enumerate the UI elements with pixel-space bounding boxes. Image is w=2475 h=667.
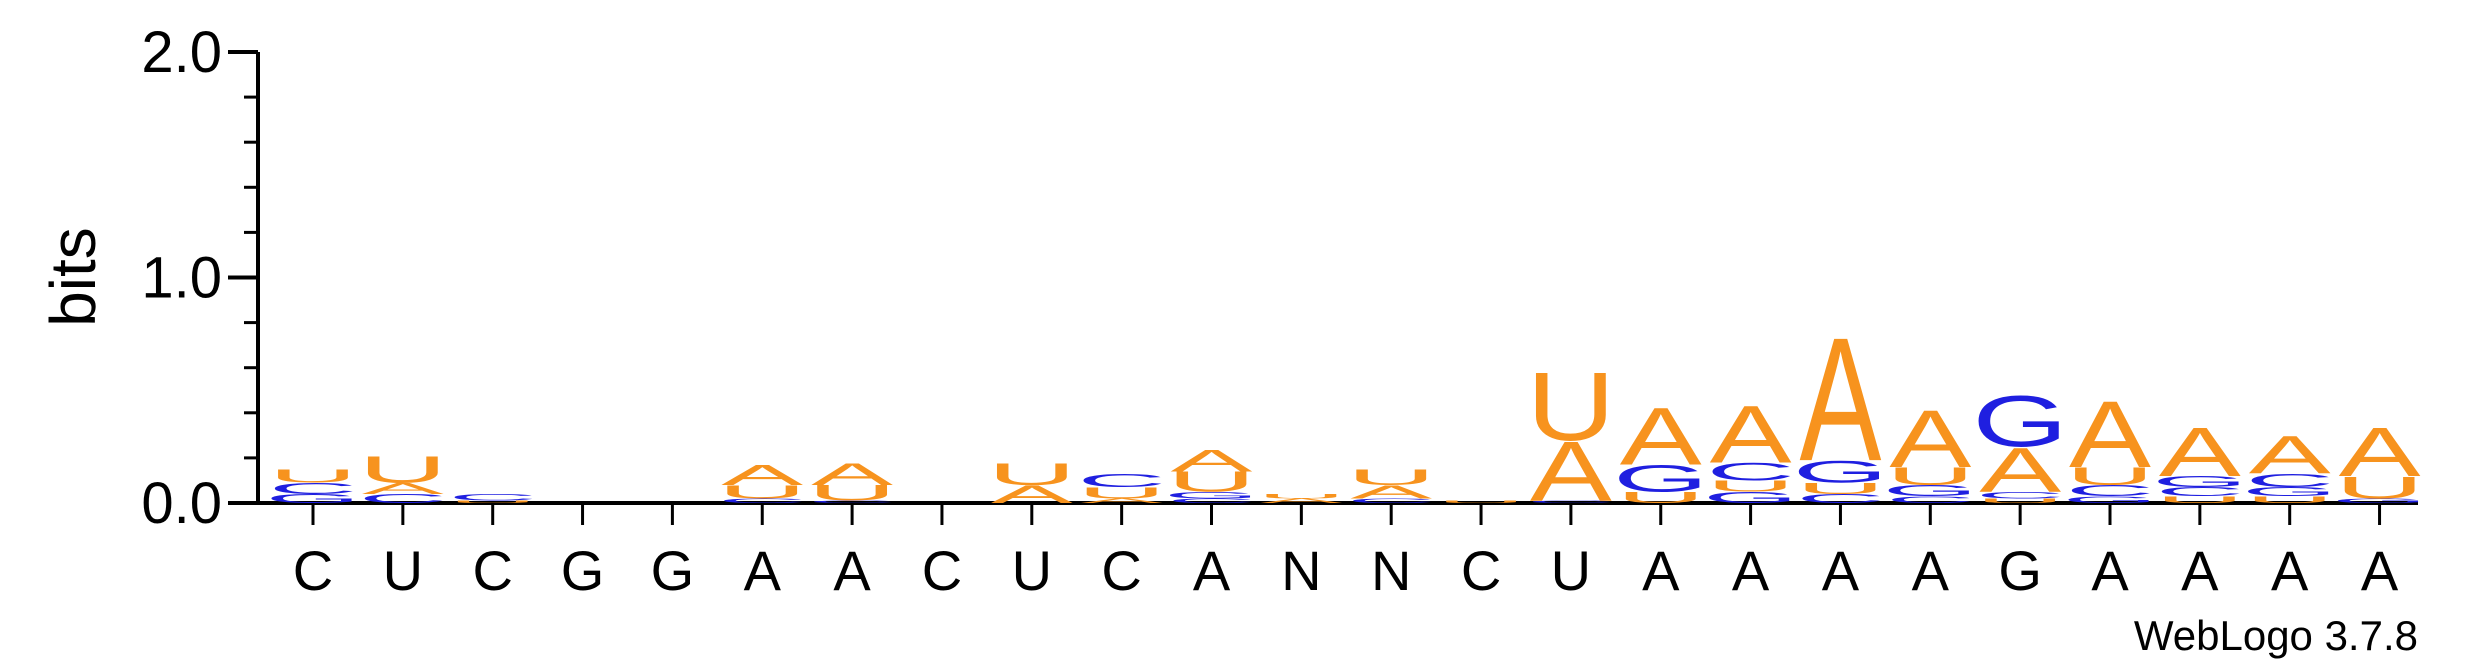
x-tick-label: A bbox=[2091, 539, 2129, 602]
logo-letter-U: U bbox=[1347, 465, 1436, 490]
x-tick-label: A bbox=[833, 539, 871, 602]
x-tick-label: C bbox=[472, 539, 512, 602]
x-tick-label: U bbox=[1551, 539, 1591, 602]
logo-letter-U: U bbox=[1257, 493, 1346, 500]
logo-letter-C: C bbox=[2155, 485, 2244, 499]
logo-letter-U: U bbox=[1527, 352, 1616, 461]
logo-letter-G: G bbox=[2152, 473, 2248, 491]
logo-letter-G: G bbox=[1972, 382, 2068, 462]
logo-letter-U: U bbox=[1976, 497, 2065, 504]
logo-letter-G: G bbox=[1703, 489, 1799, 507]
logo-letter-A: A bbox=[2249, 426, 2332, 486]
x-tick-label: U bbox=[1012, 539, 1052, 602]
logo-letter-A: A bbox=[1620, 391, 1702, 483]
x-tick-label: A bbox=[1193, 539, 1231, 602]
logo-letter-U: U bbox=[808, 481, 897, 506]
x-tick-label: A bbox=[744, 539, 782, 602]
logo-letter-A: A bbox=[1889, 393, 1971, 485]
logo-letter-U: U bbox=[1616, 489, 1705, 507]
logo-letter-C: C bbox=[269, 480, 358, 498]
logo-letter-C: C bbox=[2066, 482, 2155, 500]
logo-letter-A: A bbox=[1710, 389, 1792, 481]
logo-letter-A: A bbox=[1350, 481, 1432, 502]
logo-letter-C: C bbox=[1706, 458, 1795, 486]
logo-letter-U: U bbox=[358, 449, 447, 491]
y-axis-label: bits bbox=[37, 227, 109, 327]
logo-letter-G: G bbox=[1883, 482, 1979, 500]
x-tick-label: A bbox=[1912, 539, 1950, 602]
x-tick-label: G bbox=[651, 539, 695, 602]
x-tick-label: N bbox=[1281, 539, 1321, 602]
logo-letter-G: G bbox=[2332, 497, 2428, 504]
logo-letter-C: C bbox=[1077, 470, 1166, 491]
logo-letter-C: C bbox=[1167, 497, 1256, 504]
weblogo-credit: WebLogo 3.7.8 bbox=[2134, 612, 2418, 659]
x-tick-label: C bbox=[1461, 539, 1501, 602]
logo-letter-A: A bbox=[811, 457, 893, 492]
logo-letter-G: G bbox=[2062, 495, 2158, 506]
logo-letter-A: A bbox=[1799, 301, 1881, 498]
logo-letter-A: A bbox=[1081, 497, 1163, 504]
x-tick-label: A bbox=[1642, 539, 1680, 602]
x-tick-label: C bbox=[1101, 539, 1141, 602]
logo-letter-C: C bbox=[718, 497, 807, 504]
logo-letter-A: A bbox=[1260, 497, 1342, 504]
logo-letter-U: U bbox=[1796, 480, 1885, 498]
logo-letter-C: C bbox=[2245, 470, 2334, 491]
logo-letter-U: U bbox=[2066, 462, 2155, 490]
logo-letter-U: U bbox=[1077, 484, 1166, 502]
logo-letter-C: C bbox=[1527, 500, 1616, 504]
x-tick-label: A bbox=[1732, 539, 1770, 602]
logo-letter-U: U bbox=[269, 466, 358, 487]
logo-letter-C: C bbox=[1886, 495, 1975, 506]
y-tick-label: 2.0 bbox=[141, 20, 222, 85]
logo-letter-A: A bbox=[2069, 382, 2151, 487]
x-tick-label: A bbox=[1822, 539, 1860, 602]
logo-letter-U: U bbox=[2335, 470, 2424, 505]
logo-letter-U: U bbox=[718, 481, 807, 502]
x-tick-label: A bbox=[2181, 539, 2219, 602]
logo-letter-A: A bbox=[1979, 435, 2061, 505]
logo-letter-C: C bbox=[358, 492, 447, 506]
x-tick-label: G bbox=[561, 539, 605, 602]
logo-letter-U: U bbox=[2155, 495, 2244, 506]
y-tick-label: 0.0 bbox=[141, 471, 222, 536]
logo-letter-U: U bbox=[1706, 478, 1795, 496]
logo-letter-C: C bbox=[1976, 490, 2065, 501]
logo-letter-A: A bbox=[362, 480, 445, 498]
logo-letter-U: U bbox=[1167, 466, 1256, 498]
logo-letter-A: A bbox=[2339, 414, 2422, 491]
logo-letter-G: G bbox=[1613, 458, 1709, 500]
logo-letter-A: A bbox=[721, 459, 804, 491]
logo-letter-A: A bbox=[1171, 443, 1253, 478]
logo-letter-U: U bbox=[987, 457, 1076, 492]
x-tick-label: C bbox=[922, 539, 962, 602]
x-tick-label: C bbox=[293, 539, 333, 602]
logo-letter-C: C bbox=[808, 500, 897, 504]
logo-letter-U: U bbox=[1886, 462, 1975, 490]
logo-letter-C: C bbox=[1796, 492, 1885, 506]
x-tick-label: A bbox=[2361, 539, 2399, 602]
logo-letter-C: C bbox=[1347, 497, 1436, 504]
logo-letter-G: G bbox=[1793, 455, 1889, 490]
logo-letter-G: G bbox=[1164, 490, 1260, 501]
logo-letter-A: A bbox=[2159, 414, 2242, 491]
logo-letter-G: G bbox=[2242, 485, 2338, 499]
x-tick-label: N bbox=[1371, 539, 1411, 602]
y-ticks: 0.0 1.0 2.0 bbox=[141, 20, 258, 536]
logo-letter-A: A bbox=[991, 480, 1073, 508]
logo-letter-G: G bbox=[265, 492, 361, 506]
logo-letter-U: U bbox=[2245, 495, 2334, 506]
logo-letter-U: U bbox=[448, 500, 537, 504]
y-tick-label: 1.0 bbox=[141, 246, 222, 311]
logo-letter-C: C bbox=[448, 492, 537, 503]
x-tick-label: U bbox=[383, 539, 423, 602]
x-tick-label: A bbox=[2271, 539, 2309, 602]
logo-letter-A: A bbox=[1530, 424, 1613, 519]
x-tick-label: G bbox=[1998, 539, 2042, 602]
logo-letter-U: U bbox=[1437, 500, 1526, 504]
